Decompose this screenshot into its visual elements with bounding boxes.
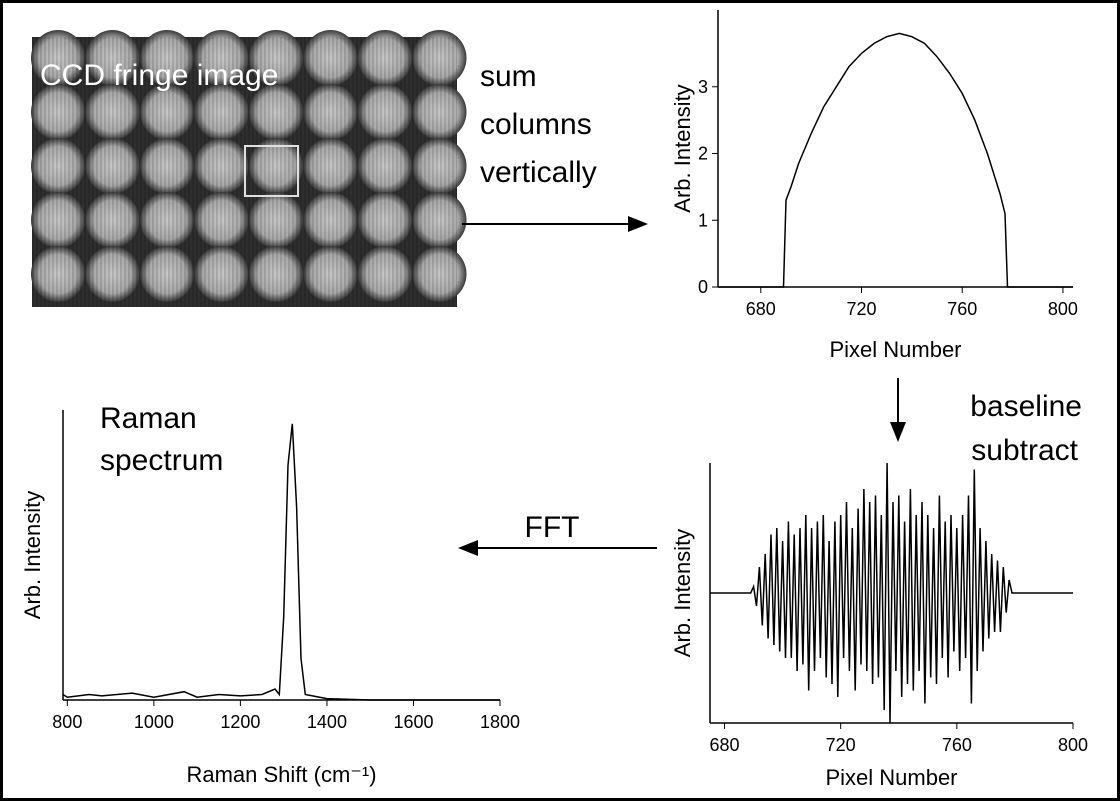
y-axis-title: Arb. Intensity [670,84,695,212]
y-axis-title: Arb. Intensity [20,491,45,619]
ccd-image [31,30,467,307]
y-tick-label: 2 [698,144,708,164]
y-tick-label: 0 [698,277,708,297]
x-tick-label: 1000 [134,712,174,732]
y-axis-title: Arb. Intensity [670,529,695,657]
x-tick-label: 680 [746,299,776,319]
x-tick-label: 680 [709,735,739,755]
data-line [718,32,1073,288]
x-tick-label: 760 [942,735,972,755]
roi-box [244,145,299,197]
step-text: FFT [525,511,580,544]
x-axis-title: Raman Shift (cm⁻¹) [186,762,376,787]
data-line [62,423,500,701]
y-tick-label: 1 [698,210,708,230]
spectrum-label: Raman [100,402,197,435]
x-tick-label: 720 [846,299,876,319]
spectrum-label: spectrum [100,444,223,477]
step-text: columns [480,108,592,141]
step-text: subtract [971,434,1078,467]
data-line [710,462,1073,724]
image-label: CCD fringe image [40,59,278,92]
x-tick-label: 1800 [480,712,520,732]
x-tick-label: 800 [1058,735,1088,755]
x-tick-label: 760 [947,299,977,319]
x-tick-label: 800 [1048,299,1078,319]
x-tick-label: 1600 [393,712,433,732]
x-axis-title: Pixel Number [825,765,957,790]
y-tick-label: 3 [698,77,708,97]
step-text: baseline [970,390,1082,423]
step-text: sum [480,60,537,93]
x-tick-label: 720 [826,735,856,755]
step-text: vertically [480,156,597,189]
x-axis-title: Pixel Number [829,337,961,362]
x-tick-label: 1200 [220,712,260,732]
x-tick-label: 800 [52,712,82,732]
x-tick-label: 1400 [307,712,347,732]
